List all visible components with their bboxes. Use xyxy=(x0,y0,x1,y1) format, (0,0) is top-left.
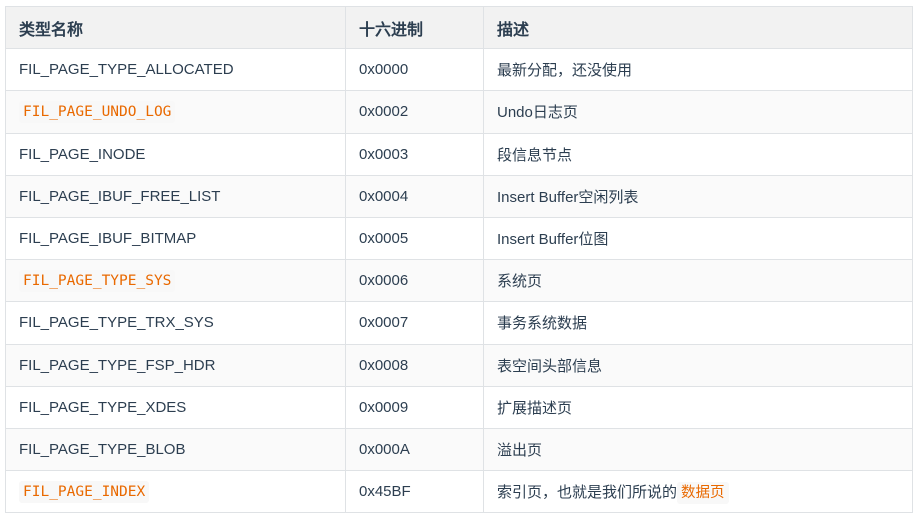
type-name-cell: FIL_PAGE_TYPE_XDES xyxy=(5,385,346,429)
type-name-cell: FIL_PAGE_IBUF_BITMAP xyxy=(5,216,346,261)
table-row: FIL_PAGE_TYPE_XDES 0x0009 扩展描述页 xyxy=(5,385,913,429)
description-cell: 最新分配，还没使用 xyxy=(483,48,913,92)
description-cell: 段信息节点 xyxy=(483,132,913,176)
hex-cell: 0x0003 xyxy=(345,132,484,176)
description: Undo日志页 xyxy=(497,104,578,122)
type-name-code: FIL_PAGE_TYPE_SYS xyxy=(19,270,176,293)
description-cell: Insert Buffer位图 xyxy=(483,216,913,261)
page-type-table: 类型名称 十六进制 描述 FIL_PAGE_TYPE_ALLOCATED 0x00… xyxy=(5,5,913,514)
type-name-cell: FIL_PAGE_UNDO_LOG xyxy=(5,90,346,134)
hex-cell: 0x0009 xyxy=(345,385,484,429)
description: 表空间头部信息 xyxy=(497,357,603,375)
type-name: FIL_PAGE_TYPE_TRX_SYS xyxy=(19,314,214,332)
table-row: FIL_PAGE_TYPE_TRX_SYS 0x0007 事务系统数据 xyxy=(5,301,913,345)
type-name: FIL_PAGE_TYPE_ALLOCATED xyxy=(19,61,234,79)
table-row: FIL_PAGE_INODE 0x0003 段信息节点 xyxy=(5,132,913,176)
description: 系统页 xyxy=(497,273,543,291)
hex-cell: 0x0006 xyxy=(345,259,484,303)
hex-cell: 0x000A xyxy=(345,427,484,472)
type-name: FIL_PAGE_TYPE_FSP_HDR xyxy=(19,356,216,374)
hex-cell: 0x0000 xyxy=(345,48,484,92)
type-name-code: FIL_PAGE_INDEX xyxy=(19,481,150,504)
table-row: FIL_PAGE_TYPE_BLOB 0x000A 溢出页 xyxy=(5,427,913,472)
table-row: FIL_PAGE_IBUF_BITMAP 0x0005 Insert Buffer位… xyxy=(5,216,913,261)
description-cell: Undo日志页 xyxy=(483,90,913,134)
type-name: FIL_PAGE_IBUF_BITMAP xyxy=(19,230,197,248)
description: 索引页，也就是我们所说的 xyxy=(497,484,678,502)
header-type-name: 类型名称 xyxy=(5,5,346,50)
description-cell: 系统页 xyxy=(483,259,913,303)
type-name: FIL_PAGE_TYPE_XDES xyxy=(19,398,187,416)
description: 溢出页 xyxy=(497,441,543,459)
type-name-cell: FIL_PAGE_INODE xyxy=(5,132,346,176)
hex-cell: 0x0004 xyxy=(345,174,484,218)
description-cell: 索引页，也就是我们所说的 数据页 xyxy=(483,470,913,514)
description: Insert Buffer位图 xyxy=(497,231,609,249)
description: 扩展描述页 xyxy=(497,399,573,417)
table-header-row: 类型名称 十六进制 描述 xyxy=(5,5,913,50)
header-description: 描述 xyxy=(483,5,913,50)
description: Insert Buffer空闲列表 xyxy=(497,188,639,206)
description: 事务系统数据 xyxy=(497,315,588,333)
description-cell: 扩展描述页 xyxy=(483,385,913,429)
table-row: FIL_PAGE_TYPE_SYS 0x0006 系统页 xyxy=(5,259,913,303)
hex-cell: 0x0008 xyxy=(345,343,484,387)
type-name: FIL_PAGE_IBUF_FREE_LIST xyxy=(19,187,221,205)
table-row: FIL_PAGE_UNDO_LOG 0x0002 Undo日志页 xyxy=(5,90,913,134)
description-cell: 表空间头部信息 xyxy=(483,343,913,387)
header-hex: 十六进制 xyxy=(345,5,484,50)
table-row: FIL_PAGE_TYPE_FSP_HDR 0x0008 表空间头部信息 xyxy=(5,343,913,387)
type-name: FIL_PAGE_TYPE_BLOB xyxy=(19,440,186,458)
hex-cell: 0x0002 xyxy=(345,90,484,134)
hex-cell: 0x45BF xyxy=(345,470,484,514)
type-name: FIL_PAGE_INODE xyxy=(19,145,146,163)
description-cell: 事务系统数据 xyxy=(483,301,913,345)
type-name-cell: FIL_PAGE_TYPE_FSP_HDR xyxy=(5,343,346,387)
type-name-cell: FIL_PAGE_TYPE_ALLOCATED xyxy=(5,48,346,92)
hex-cell: 0x0005 xyxy=(345,216,484,261)
table-row: FIL_PAGE_INDEX 0x45BF 索引页，也就是我们所说的 数据页 xyxy=(5,470,913,514)
hex-cell: 0x0007 xyxy=(345,301,484,345)
description-cell: Insert Buffer空闲列表 xyxy=(483,174,913,218)
type-name-cell: FIL_PAGE_TYPE_TRX_SYS xyxy=(5,301,346,345)
type-name-cell: FIL_PAGE_IBUF_FREE_LIST xyxy=(5,174,346,218)
description: 最新分配，还没使用 xyxy=(497,62,633,80)
type-name-cell: FIL_PAGE_TYPE_BLOB xyxy=(5,427,346,472)
type-name-code: FIL_PAGE_UNDO_LOG xyxy=(19,101,176,124)
description-cell: 溢出页 xyxy=(483,427,913,472)
description-code: 数据页 xyxy=(677,482,729,505)
type-name-cell: FIL_PAGE_INDEX xyxy=(5,470,346,514)
description: 段信息节点 xyxy=(497,146,573,164)
type-name-cell: FIL_PAGE_TYPE_SYS xyxy=(5,259,346,303)
table-row: FIL_PAGE_TYPE_ALLOCATED 0x0000 最新分配，还没使用 xyxy=(5,48,913,92)
table-row: FIL_PAGE_IBUF_FREE_LIST 0x0004 Insert Buff… xyxy=(5,174,913,218)
